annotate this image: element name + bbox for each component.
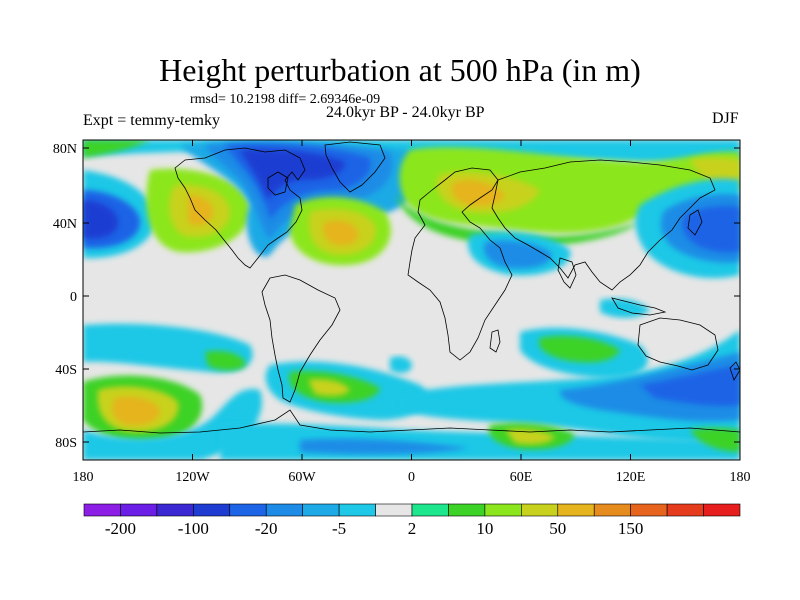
colorbar-swatch (411, 503, 449, 517)
antarctic-blue-band (300, 438, 470, 455)
colorbar-swatch (120, 503, 158, 517)
southern-ocean-blue-core (640, 365, 740, 406)
lat-label: 40N (53, 217, 77, 232)
madagascar-coastline (489, 329, 501, 353)
lat-label: 80S (55, 436, 77, 451)
indonesia-coastline (611, 297, 667, 316)
colorbar-swatch (666, 503, 704, 517)
north-pacific-low-core (83, 200, 118, 239)
north-africa-blue (483, 240, 553, 269)
colorbar-swatch (302, 503, 340, 517)
height-perturbation-field (83, 140, 740, 460)
stats-text: rmsd= 10.2198 diff= 2.69346e-09 (190, 92, 381, 107)
indian-subcontinent (557, 257, 577, 289)
lon-label: 60W (288, 470, 316, 485)
figure-title: Height perturbation at 500 hPa (in m) (159, 52, 641, 88)
south-america-coastline (261, 274, 341, 403)
lon-label: 0 (408, 470, 415, 485)
colorbar-swatch (521, 503, 559, 517)
colorbar-swatch (484, 503, 522, 517)
colorbar-swatch (703, 503, 741, 517)
australia-coastline (637, 317, 719, 371)
japan-coastline (687, 209, 703, 236)
colorbar-swatch (448, 503, 486, 517)
west-us-orange (188, 195, 214, 226)
tropical-patch (600, 298, 650, 318)
season-text: DJF (712, 110, 739, 127)
colorbar-swatch (229, 503, 267, 517)
lon-label: 120E (616, 470, 646, 485)
lon-axis: 180 120W 60W 0 60E 120E 180 (73, 140, 751, 485)
colorbar: -200 -100 -20 -5 2 10 50 150 (83, 503, 741, 538)
colorbar-label: 150 (618, 519, 644, 538)
lon-label: 180 (73, 470, 94, 485)
new-zealand-coastline (729, 361, 740, 381)
indian-ocean-green (538, 335, 620, 363)
colorbar-label: 2 (408, 519, 417, 538)
atlantic-high-orange (323, 220, 359, 246)
colorbar-label: -5 (332, 519, 346, 538)
coastlines (83, 141, 740, 434)
colorbar-swatch (265, 503, 303, 517)
east-asia-low-core (682, 205, 740, 253)
lon-label: 60E (510, 470, 533, 485)
colorbar-label: -200 (105, 519, 136, 538)
colorbar-label: 10 (476, 519, 493, 538)
experiment-text: Expt = temmy-temky (83, 112, 220, 129)
south-pacific-green-patch (205, 350, 246, 371)
lat-axis: 80N 40N 0 40S 80S (53, 142, 740, 451)
south-pacific-cyan-ring (83, 389, 262, 460)
south-pacific-orange-high (112, 396, 160, 426)
colorbar-swatch (193, 503, 231, 517)
colorbar-swatch (593, 503, 631, 517)
colorbar-swatch (375, 503, 413, 517)
colorbar-swatch (156, 503, 194, 517)
lat-label: 80N (53, 142, 77, 157)
eurasia-orange (451, 180, 505, 206)
greenland-coastline (324, 141, 386, 193)
lat-label: 40S (55, 363, 77, 378)
lon-label: 120W (175, 470, 210, 485)
period-text: 24.0kyr BP - 24.0kyr BP (326, 104, 485, 121)
asia-coastline (491, 159, 716, 291)
lat-label: 0 (70, 290, 77, 305)
antarctic-yellow-high (505, 428, 555, 445)
arctic-green-band (83, 140, 150, 158)
colorbar-label: -100 (178, 519, 209, 538)
colorbar-swatch (557, 503, 595, 517)
north-america-coastline (174, 147, 306, 269)
europe-africa-coastline (407, 167, 513, 361)
lon-label: 180 (730, 470, 751, 485)
hudson-bay-coastline (267, 171, 289, 196)
colorbar-swatch (83, 503, 121, 517)
antarctica-coastline (83, 409, 740, 434)
colorbar-swatch (630, 503, 668, 517)
colorbar-label: -20 (255, 519, 278, 538)
south-atlantic-yellow (308, 379, 350, 396)
tropical-patch (390, 356, 412, 374)
antarctic-east-green (690, 427, 740, 452)
colorbar-swatch (338, 503, 376, 517)
north-america-low-deep (240, 149, 345, 200)
colorbar-label: 50 (549, 519, 566, 538)
eurasia-green-edge (395, 195, 640, 247)
